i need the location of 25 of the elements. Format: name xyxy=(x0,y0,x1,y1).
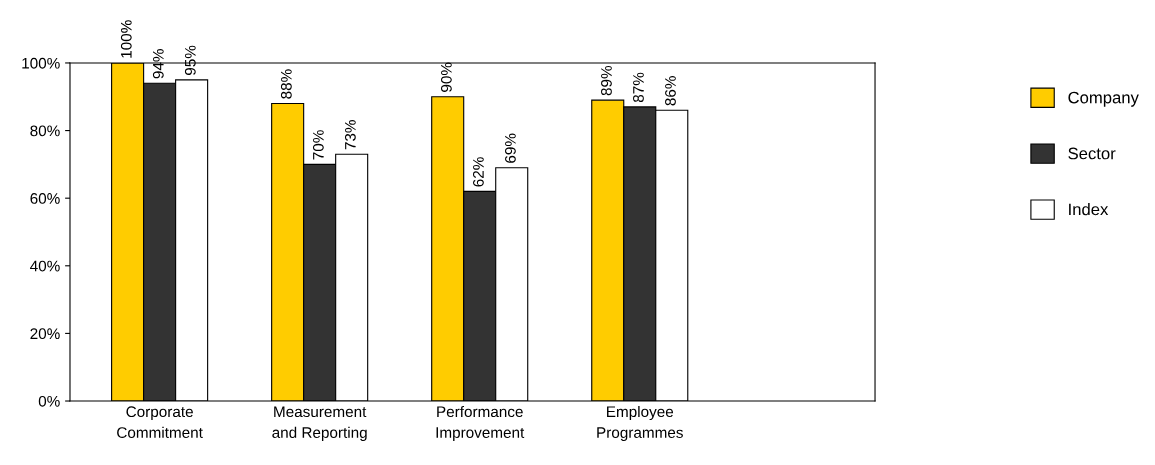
data-label: 87% xyxy=(633,72,644,103)
x-tick-label: Performance Improvement xyxy=(436,405,525,441)
data-label: 70% xyxy=(312,130,324,160)
legend-label: Sector xyxy=(1068,147,1116,160)
legend-label: Company xyxy=(1068,91,1139,107)
legend-label: Index xyxy=(1069,203,1109,216)
x-tick-label: Employee Programmes xyxy=(597,405,683,441)
data-label: 100% xyxy=(120,20,132,58)
data-label: 95% xyxy=(184,45,196,75)
x-tick-label: Corporate Commitment xyxy=(117,406,203,438)
data-label: 94% xyxy=(152,49,164,79)
y-tick-label: 80% xyxy=(30,125,60,137)
y-tick-label: 0% xyxy=(38,395,60,407)
data-label: 73% xyxy=(344,120,356,150)
data-label: 62% xyxy=(473,157,484,187)
data-label: 90% xyxy=(440,62,452,92)
y-tick-label: 100% xyxy=(22,57,60,69)
y-tick-label: 40% xyxy=(30,260,60,272)
data-label: 69% xyxy=(505,133,516,163)
y-tick-label: 20% xyxy=(30,328,60,340)
data-label: 88% xyxy=(280,69,292,99)
x-tick-label: Measurement and Reporting xyxy=(272,406,367,441)
data-label: 89% xyxy=(601,65,612,96)
data-label: 86% xyxy=(665,76,676,106)
y-tick-label: 60% xyxy=(30,193,60,204)
